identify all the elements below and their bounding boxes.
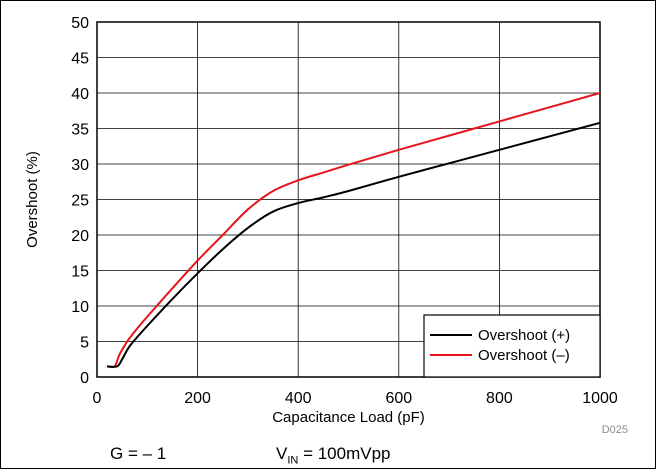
overshoot-chart: 0 5 10 15 20 25 30 35 40 45 50 0 200 400 600 800 1000 O… bbox=[24, 15, 628, 436]
vin-prefix: V bbox=[276, 444, 288, 463]
y-tick-label-6: 30 bbox=[71, 157, 89, 174]
legend-label-1: Overshoot (–) bbox=[478, 347, 570, 364]
y-tick-label-9: 45 bbox=[71, 51, 89, 68]
series-lines bbox=[106, 92, 601, 369]
gain-condition: G = – 1 bbox=[110, 444, 167, 463]
figure-code: D025 bbox=[602, 424, 628, 436]
legend-box bbox=[423, 314, 601, 378]
plot-area bbox=[96, 21, 601, 378]
vin-subscript: IN bbox=[287, 454, 299, 467]
y-tick-label-5: 25 bbox=[71, 193, 89, 210]
x-tick-label-2: 400 bbox=[285, 390, 312, 407]
x-axis-label: Capacitance Load (pF) bbox=[272, 409, 425, 426]
vin-value: = 100mVpp bbox=[298, 444, 391, 463]
x-tick-label-1: 200 bbox=[184, 390, 211, 407]
vin-condition: VIN = 100mVpp bbox=[276, 444, 391, 466]
x-tick-label-0: 0 bbox=[93, 390, 102, 407]
y-tick-label-3: 15 bbox=[71, 264, 89, 281]
y-tick-label-4: 20 bbox=[71, 228, 89, 245]
x-tick-label-4: 800 bbox=[486, 390, 513, 407]
y-tick-label-2: 10 bbox=[71, 299, 89, 316]
y-tick-label-8: 40 bbox=[71, 86, 89, 103]
y-tick-label-0: 0 bbox=[80, 370, 89, 387]
y-tick-label-1: 5 bbox=[80, 335, 89, 352]
y-tick-label-7: 35 bbox=[71, 122, 89, 139]
legend-label-0: Overshoot (+) bbox=[478, 327, 570, 344]
series-line-0 bbox=[107, 121, 601, 368]
x-tick-label-3: 600 bbox=[385, 390, 412, 407]
series-line-1 bbox=[106, 92, 601, 369]
y-tick-label-10: 50 bbox=[71, 15, 89, 32]
y-tick-labels: 0 5 10 15 20 25 30 35 40 45 50 bbox=[71, 15, 89, 387]
y-axis-label: Overshoot (%) bbox=[24, 151, 41, 248]
x-tick-label-5: 1000 bbox=[582, 390, 618, 407]
legend: Overshoot (+) Overshoot (–) bbox=[423, 314, 601, 378]
x-tick-labels: 0 200 400 600 800 1000 bbox=[93, 390, 618, 407]
